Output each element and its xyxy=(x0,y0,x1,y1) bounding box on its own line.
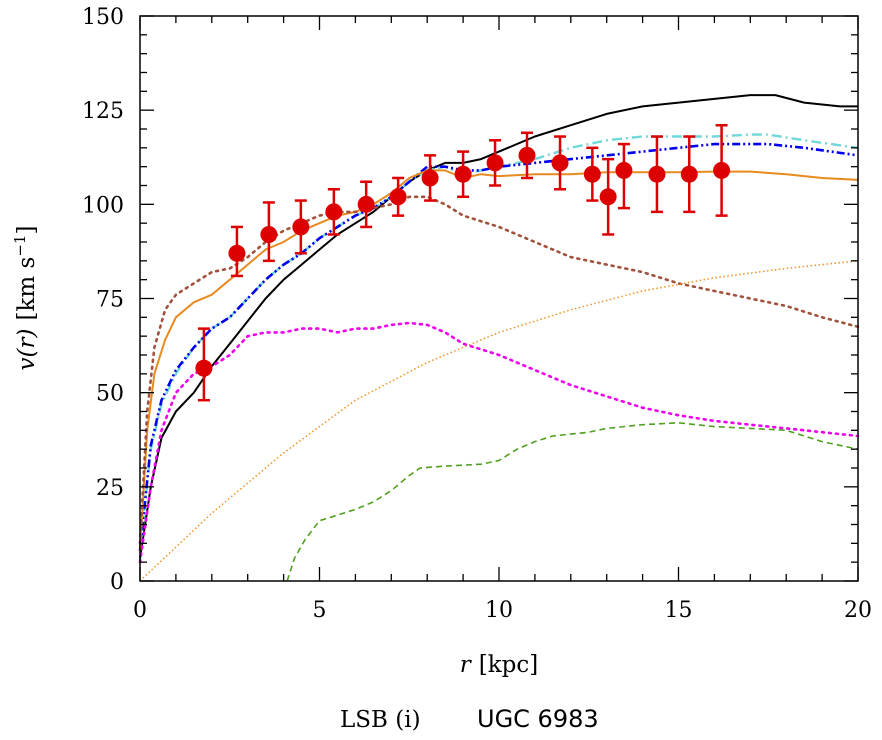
y-tick-label: 0 xyxy=(110,570,124,595)
model-curve-3 xyxy=(138,142,859,552)
data-point-16 xyxy=(648,135,666,214)
x-tick-label: 10 xyxy=(485,598,513,623)
caption-galaxy: UGC 6983 xyxy=(477,705,599,733)
x-tick-label: 15 xyxy=(665,598,693,623)
data-marker xyxy=(551,154,569,172)
data-point-12 xyxy=(551,135,569,191)
model-curve-6 xyxy=(138,321,860,564)
data-marker xyxy=(454,165,472,183)
data-point-1 xyxy=(195,327,213,402)
data-marker xyxy=(599,188,617,206)
data-point-8 xyxy=(421,154,439,202)
data-point-2 xyxy=(228,225,246,278)
data-marker xyxy=(260,225,278,243)
data-point-14 xyxy=(599,157,617,236)
y-tick-label: 125 xyxy=(82,99,124,124)
data-marker xyxy=(486,154,504,172)
data-marker xyxy=(518,146,536,164)
data-point-9 xyxy=(454,150,472,199)
data-point-13 xyxy=(583,146,601,202)
data-marker xyxy=(195,359,213,377)
data-marker xyxy=(615,161,633,179)
data-marker xyxy=(680,165,698,183)
data-point-5 xyxy=(325,188,343,236)
data-point-3 xyxy=(260,201,278,263)
x-tick-label: 0 xyxy=(133,598,147,623)
data-point-6 xyxy=(357,180,375,229)
data-point-17 xyxy=(680,135,698,214)
data-marker xyxy=(421,169,439,187)
data-point-4 xyxy=(292,199,310,255)
y-tick-label: 150 xyxy=(82,5,124,30)
model-curve-2 xyxy=(138,133,859,552)
data-marker xyxy=(713,161,731,179)
data-marker xyxy=(583,165,601,183)
model-curve-5 xyxy=(138,195,860,545)
data-point-7 xyxy=(389,176,407,217)
y-tick-label: 25 xyxy=(96,476,124,501)
y-tick-label: 50 xyxy=(96,382,124,407)
data-point-11 xyxy=(518,131,536,180)
observed-data xyxy=(195,123,731,402)
model-curve-8 xyxy=(286,422,859,582)
data-marker xyxy=(292,218,310,236)
model-curve-7 xyxy=(139,260,859,582)
data-marker xyxy=(648,165,666,183)
x-tick-label: 5 xyxy=(313,598,327,623)
data-marker xyxy=(357,195,375,213)
data-marker xyxy=(325,203,343,221)
data-point-15 xyxy=(615,142,633,210)
axes: 0 25 50 75 100 125 150 0 5 10 15 20 xyxy=(82,5,872,623)
y-tick-label: 75 xyxy=(96,288,124,313)
data-point-10 xyxy=(486,139,504,187)
data-point-18 xyxy=(713,123,731,217)
x-tick-label: 20 xyxy=(844,598,872,623)
caption-sample: LSB (i) xyxy=(340,707,421,733)
data-marker xyxy=(389,188,407,206)
x-axis-label: r [kpc] xyxy=(460,652,539,678)
y-tick-label: 100 xyxy=(82,193,124,218)
y-axis-label: v(r)[km s−1] xyxy=(11,226,40,371)
data-marker xyxy=(228,244,246,262)
